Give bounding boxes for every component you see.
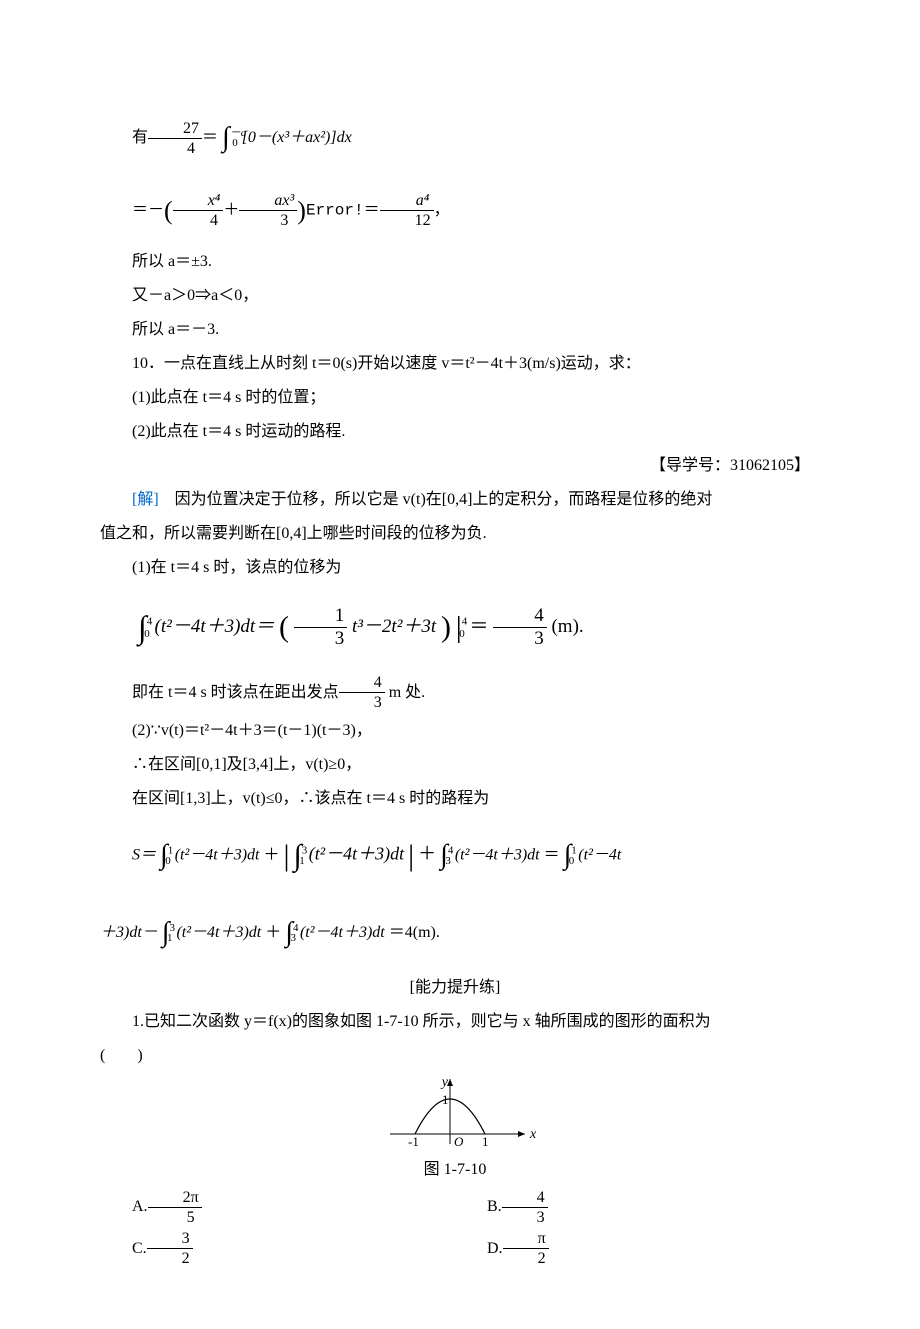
eq1-integrand: [0－(x³＋ax²)]dx <box>242 129 352 146</box>
figure-caption: 图 1-7-10 <box>100 1154 810 1186</box>
option-A: A.2π5 <box>100 1186 455 1228</box>
eq1-lhs-frac: 274 <box>148 119 202 158</box>
integral-1: ∫40 (t²－4t＋3)dt＝ ( 13 t³－2t²＋3t ) |40 ＝ … <box>100 586 810 669</box>
solution-body-1: 因为位置决定于位移，所以它是 v(t)在[0,4]上的定积分，而路程是位移的绝对 <box>175 491 713 508</box>
problem-10: 10．一点在直线上从时刻 t＝0(s)开始以速度 v＝t²－4t＋3(m/s)运… <box>100 348 810 380</box>
solution-label: [解] <box>132 491 175 508</box>
p10-label: 10． <box>132 355 164 372</box>
option-C: C.32 <box>100 1228 455 1270</box>
p10-text: 一点在直线上从时刻 t＝0(s)开始以速度 v＝t²－4t＋3(m/s)运动，求… <box>164 355 641 372</box>
s1: (1)在 t＝4 s 时，该点的位移为 <box>100 552 810 584</box>
section-header: [能力提升练] <box>100 972 810 1004</box>
integral-sign: ∫ <box>222 122 230 153</box>
q1-text: 已知二次函数 y＝f(x)的图象如图 1-7-10 所示，则它与 x 轴所围成的… <box>144 1013 711 1030</box>
option-D: D.π2 <box>455 1228 810 1270</box>
error-text: Error! <box>306 201 364 219</box>
svg-text:-1: -1 <box>408 1134 419 1149</box>
equation-line-1: 有274＝ ∫－a0 [0－(x³＋ax²)]dx <box>100 102 810 175</box>
sol-a1: 所以 a＝±3. <box>100 246 810 278</box>
figure-1-7-10: y x O 1 -1 1 图 1-7-10 <box>100 1074 810 1186</box>
guide-number: 【导学号：31062105】 <box>100 450 810 482</box>
q1-label: 1. <box>132 1013 144 1030</box>
s2c: 在区间[1,3]上，v(t)≤0，∴该点在 t＝4 s 时的路程为 <box>100 783 810 815</box>
option-B: B.43 <box>455 1186 810 1228</box>
p10-2: (2)此点在 t＝4 s 时运动的路程. <box>100 416 810 448</box>
sol-a2: 又－a＞0⇒a＜0， <box>100 280 810 312</box>
s-tail: (t²－4t <box>578 847 621 864</box>
parabola-svg: y x O 1 -1 1 <box>370 1074 540 1154</box>
eq1-prefix: 有 <box>132 129 148 146</box>
svg-text:O: O <box>454 1134 464 1149</box>
svg-text:1: 1 <box>482 1134 489 1149</box>
s1b: 即在 t＝4 s 时该点在距出发点43 m 处. <box>100 672 810 714</box>
S-line-2: ＋3)dt－ ∫31 (t²－4t＋3)dt ＋ ∫43 (t²－4t＋3)dt… <box>100 897 810 970</box>
eq1-eq: ＝ <box>202 129 218 146</box>
sol-a3: 所以 a＝－3. <box>100 314 810 346</box>
svg-text:y: y <box>440 1075 449 1090</box>
svg-text:x: x <box>529 1127 537 1142</box>
eq2-eq: ＝－ <box>132 201 164 218</box>
S-line-1: S＝ ∫10 (t²－4t＋3)dt ＋ | ∫31 (t²－4t＋3)dt |… <box>100 817 810 895</box>
s2b: ∴在区间[0,1]及[3,4]上，v(t)≥0， <box>100 749 810 781</box>
s2a: (2)∵v(t)＝t²－4t＋3＝(t－1)(t－3)， <box>100 715 810 747</box>
solution-body-2: 值之和，所以需要判断在[0,4]上哪些时间段的位移为负. <box>100 518 810 550</box>
options-row-1: A.2π5 B.43 <box>100 1186 810 1228</box>
p10-1: (1)此点在 t＝4 s 时的位置； <box>100 382 810 414</box>
solution-head-line: [解] 因为位置决定于位移，所以它是 v(t)在[0,4]上的定积分，而路程是位… <box>100 484 810 516</box>
q1-paren: ( ) <box>100 1040 810 1072</box>
page-content: 有274＝ ∫－a0 [0－(x³＋ax²)]dx ＝－(x⁴4＋ax³3)Er… <box>0 0 920 1329</box>
svg-text:1: 1 <box>442 1092 449 1107</box>
question-1: 1.已知二次函数 y＝f(x)的图象如图 1-7-10 所示，则它与 x 轴所围… <box>100 1006 810 1038</box>
options-row-2: C.32 D.π2 <box>100 1228 810 1270</box>
equation-line-2: ＝－(x⁴4＋ax³3)Error!＝a⁴12， <box>100 177 810 245</box>
